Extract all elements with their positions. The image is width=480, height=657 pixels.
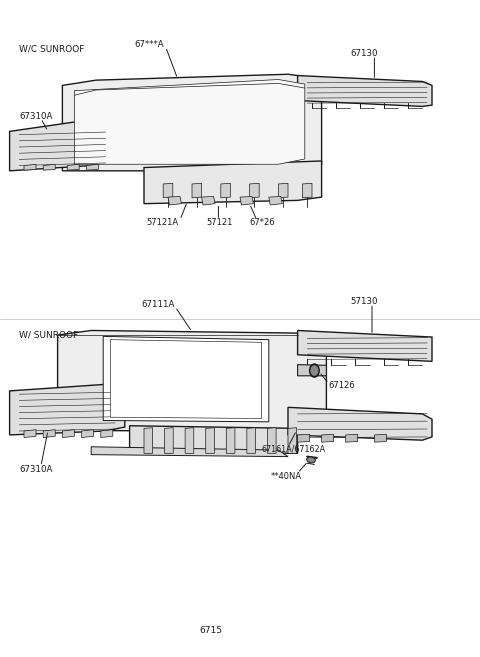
Text: 57130: 57130 bbox=[350, 297, 378, 306]
Polygon shape bbox=[74, 79, 305, 164]
Polygon shape bbox=[58, 330, 326, 432]
Text: 6715: 6715 bbox=[200, 626, 223, 635]
Polygon shape bbox=[221, 183, 230, 198]
Polygon shape bbox=[67, 164, 79, 170]
Polygon shape bbox=[374, 434, 386, 442]
Polygon shape bbox=[110, 340, 262, 419]
Text: 57121A: 57121A bbox=[146, 218, 179, 227]
Polygon shape bbox=[185, 428, 194, 453]
Text: 67161A/67162A: 67161A/67162A bbox=[262, 445, 326, 454]
Text: 67130: 67130 bbox=[350, 49, 378, 58]
Polygon shape bbox=[144, 161, 322, 204]
Polygon shape bbox=[24, 164, 36, 170]
Polygon shape bbox=[346, 434, 358, 442]
Text: 67126: 67126 bbox=[329, 380, 355, 390]
Polygon shape bbox=[250, 183, 259, 198]
Polygon shape bbox=[288, 428, 297, 453]
Text: 67*26: 67*26 bbox=[250, 218, 275, 227]
Polygon shape bbox=[82, 430, 94, 438]
Polygon shape bbox=[247, 428, 255, 453]
Text: 67310A: 67310A bbox=[19, 112, 53, 121]
Polygon shape bbox=[165, 428, 173, 453]
Polygon shape bbox=[202, 196, 215, 205]
Polygon shape bbox=[226, 428, 235, 453]
Polygon shape bbox=[322, 434, 334, 442]
Polygon shape bbox=[192, 183, 202, 198]
Polygon shape bbox=[62, 74, 322, 171]
Circle shape bbox=[310, 364, 319, 377]
Polygon shape bbox=[24, 430, 36, 438]
Polygon shape bbox=[43, 430, 55, 438]
Polygon shape bbox=[10, 120, 115, 171]
Polygon shape bbox=[288, 407, 432, 440]
Polygon shape bbox=[86, 164, 98, 170]
Polygon shape bbox=[103, 336, 269, 422]
Polygon shape bbox=[168, 196, 181, 205]
Polygon shape bbox=[62, 430, 74, 438]
Polygon shape bbox=[130, 426, 298, 453]
Polygon shape bbox=[267, 428, 276, 453]
Polygon shape bbox=[298, 76, 432, 106]
Polygon shape bbox=[101, 430, 113, 438]
Text: W/C SUNROOF: W/C SUNROOF bbox=[19, 44, 84, 53]
Polygon shape bbox=[163, 183, 173, 198]
Polygon shape bbox=[91, 447, 288, 457]
Text: 57121: 57121 bbox=[206, 218, 233, 227]
Text: 67310A: 67310A bbox=[19, 464, 53, 474]
Text: 67***A: 67***A bbox=[134, 40, 164, 49]
Polygon shape bbox=[298, 434, 310, 442]
Polygon shape bbox=[240, 196, 253, 205]
Polygon shape bbox=[269, 196, 282, 205]
Polygon shape bbox=[43, 164, 55, 170]
Text: 67111A: 67111A bbox=[142, 300, 175, 309]
Polygon shape bbox=[206, 428, 215, 453]
Text: W/ SUNROOF: W/ SUNROOF bbox=[19, 330, 78, 340]
Ellipse shape bbox=[307, 457, 315, 463]
Text: **40NA: **40NA bbox=[271, 472, 302, 481]
Polygon shape bbox=[144, 428, 153, 453]
Polygon shape bbox=[298, 365, 326, 376]
Polygon shape bbox=[278, 183, 288, 198]
Polygon shape bbox=[302, 183, 312, 198]
Polygon shape bbox=[298, 330, 432, 361]
Polygon shape bbox=[10, 384, 125, 435]
Circle shape bbox=[311, 366, 318, 375]
